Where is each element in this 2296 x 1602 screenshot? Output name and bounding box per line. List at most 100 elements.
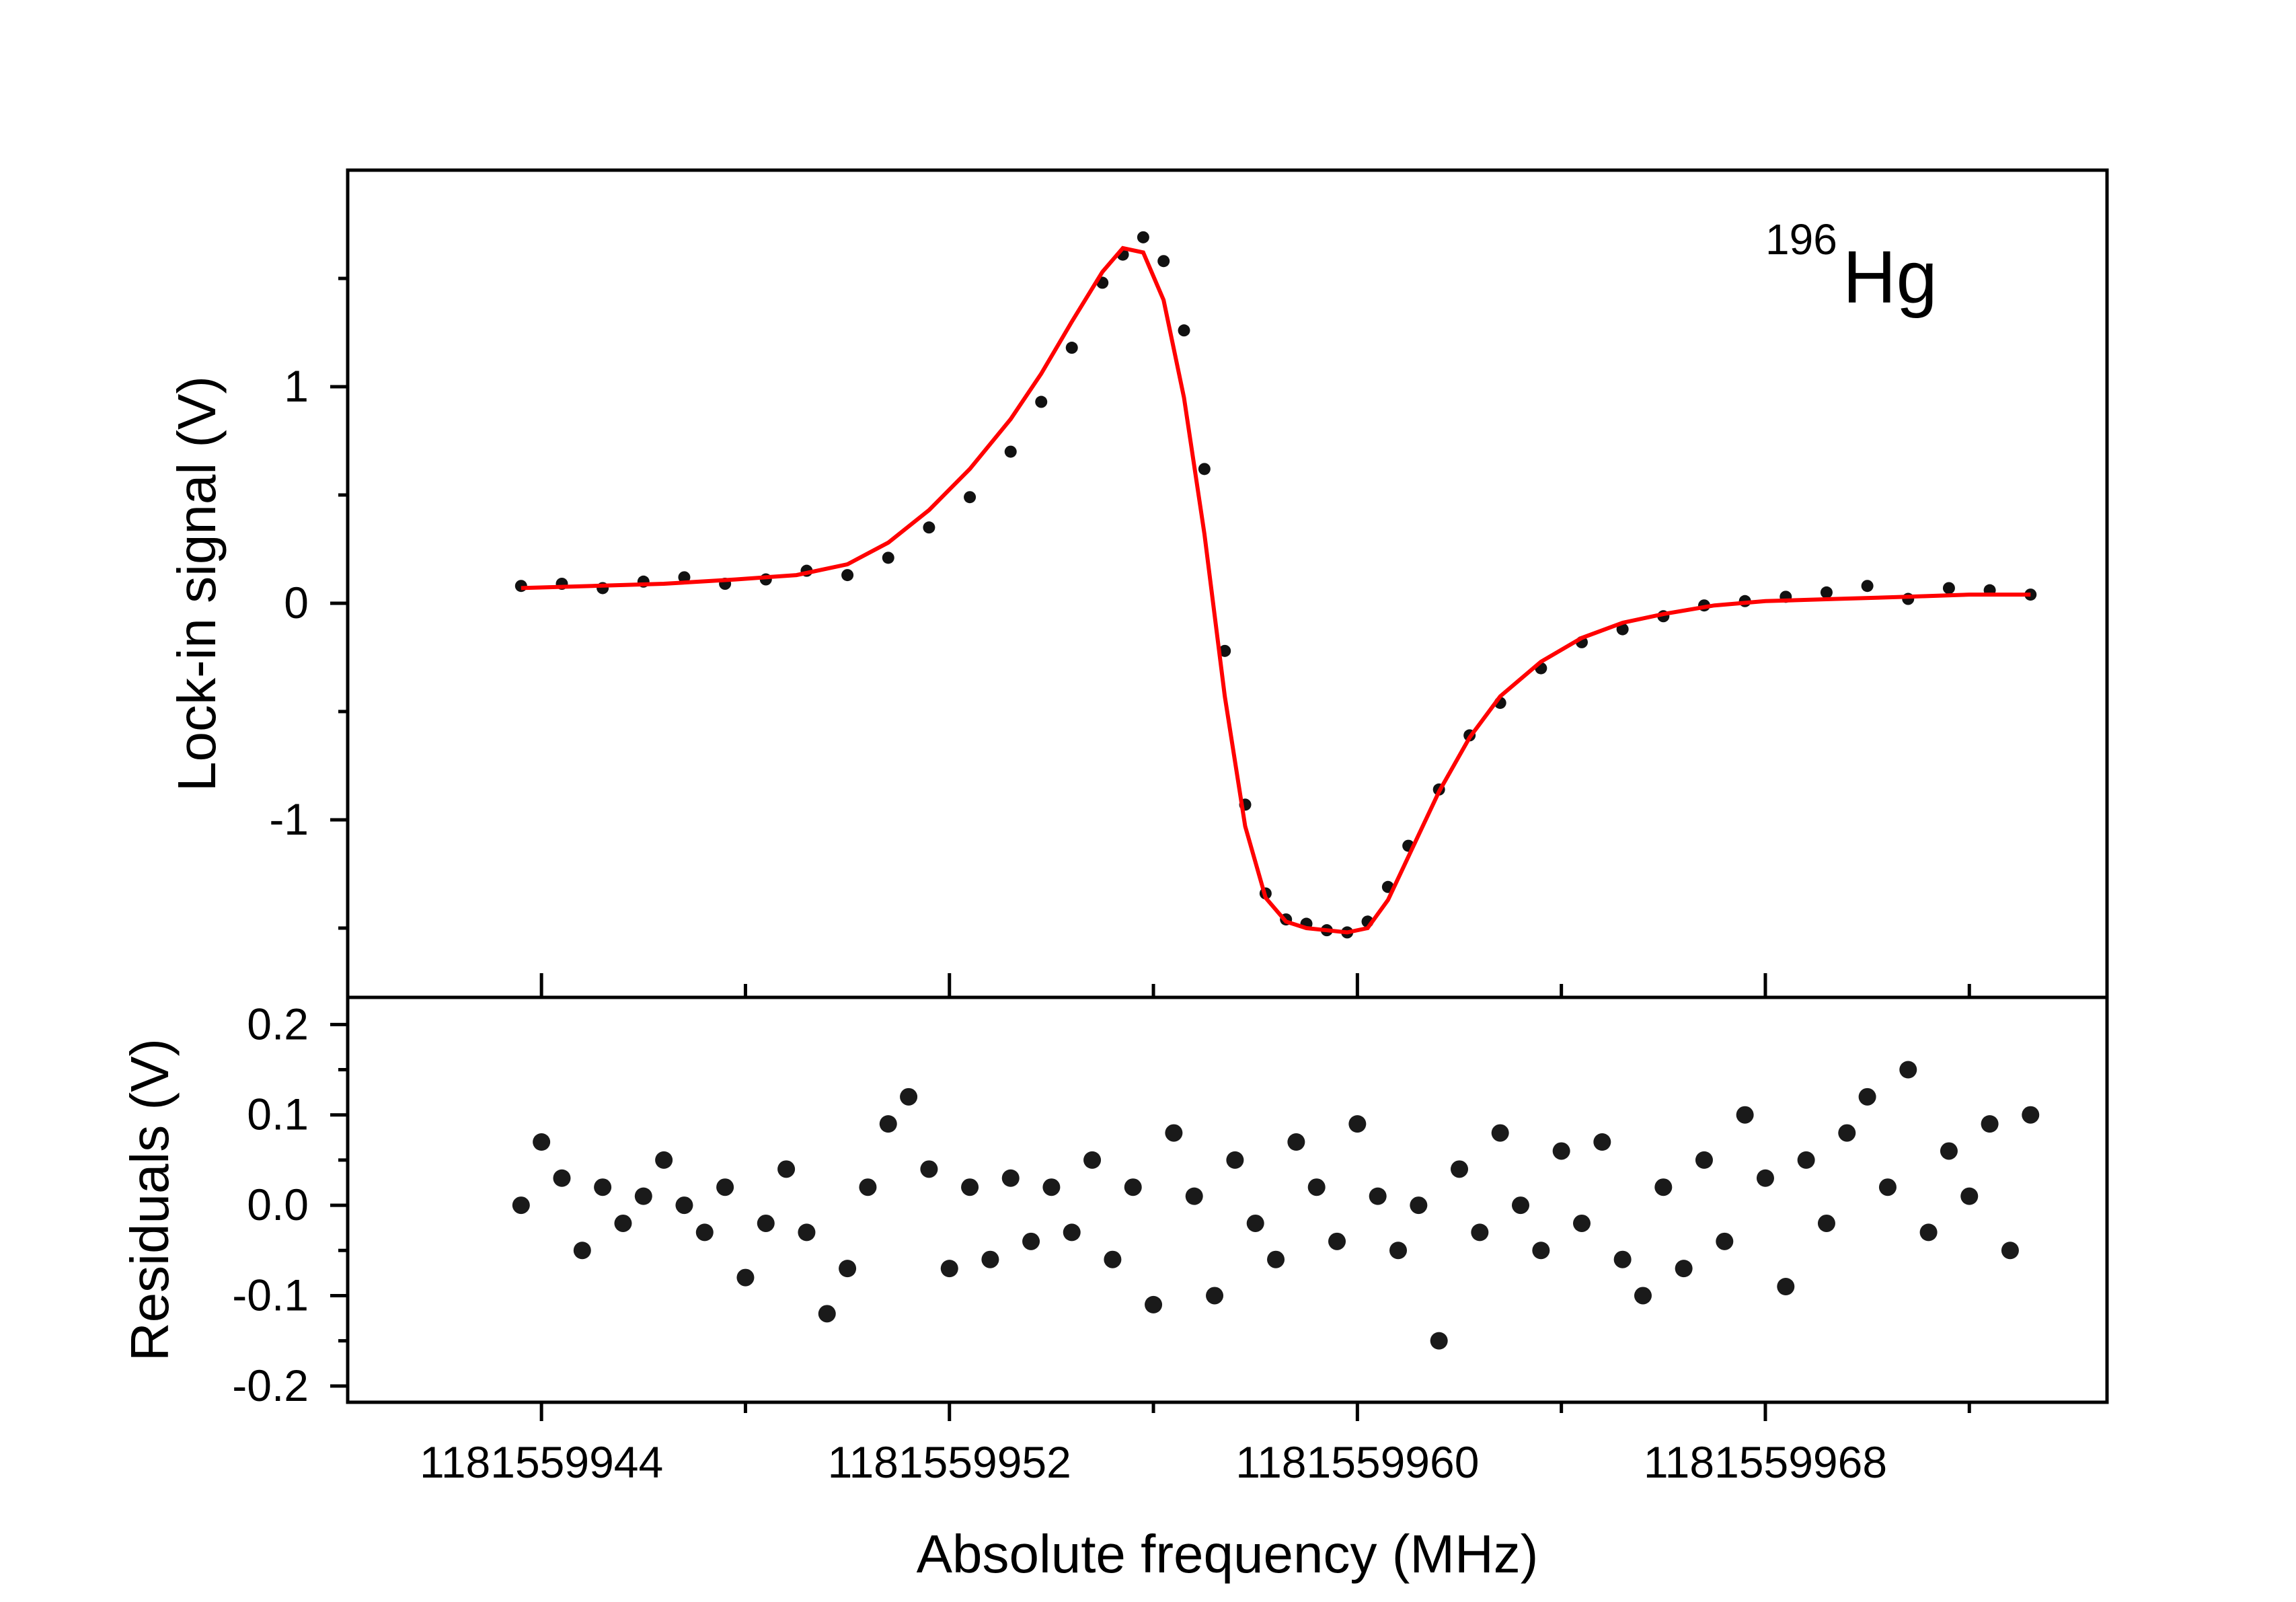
residual-point bbox=[1858, 1088, 1876, 1106]
signal-y-tick-label: -1 bbox=[269, 794, 309, 844]
residual-point bbox=[961, 1178, 979, 1196]
residual-point bbox=[634, 1187, 652, 1205]
residual-point bbox=[920, 1160, 938, 1178]
residual-point bbox=[1307, 1178, 1326, 1196]
residual-point bbox=[818, 1305, 836, 1323]
residual-point bbox=[1022, 1232, 1040, 1250]
signal-data-point bbox=[678, 571, 691, 584]
residual-point bbox=[1777, 1278, 1795, 1295]
x-tick-label: 1181559960 bbox=[1235, 1437, 1479, 1487]
signal-data-point bbox=[1065, 342, 1078, 354]
residual-point bbox=[1471, 1223, 1489, 1242]
residual-point bbox=[1512, 1196, 1529, 1215]
signal-y-axis-title: Lock-in signal (V) bbox=[167, 376, 227, 792]
isotope-symbol: Hg bbox=[1843, 236, 1938, 319]
signal-data-point bbox=[964, 491, 977, 504]
residual-point bbox=[1634, 1287, 1652, 1305]
residual-point bbox=[1797, 1151, 1815, 1169]
residual-point bbox=[940, 1260, 958, 1278]
residual-point bbox=[981, 1250, 999, 1268]
residual-point bbox=[1001, 1169, 1020, 1187]
fit-curve bbox=[521, 245, 2031, 935]
residuals-x-axis: 1181559944 1181559952 1181559960 1181559968 bbox=[420, 1402, 1971, 1487]
isotope-annotation: 196 Hg bbox=[1765, 215, 1938, 319]
residual-point bbox=[1817, 1214, 1835, 1232]
residual-point bbox=[1491, 1124, 1509, 1142]
residual-point bbox=[1389, 1242, 1408, 1260]
residual-point bbox=[879, 1115, 897, 1133]
residual-point bbox=[1328, 1232, 1346, 1250]
signal-data-points bbox=[514, 231, 2037, 939]
residual-point bbox=[1940, 1142, 1958, 1160]
isotope-mass-number: 196 bbox=[1765, 215, 1837, 264]
residual-point bbox=[1736, 1106, 1754, 1124]
residuals-y-tick-label: -0.1 bbox=[232, 1270, 309, 1320]
residual-point bbox=[1919, 1223, 1938, 1242]
residual-point bbox=[655, 1151, 673, 1169]
signal-data-point bbox=[923, 521, 935, 534]
signal-data-point bbox=[1137, 231, 1149, 243]
residual-point bbox=[1369, 1187, 1387, 1205]
residual-point bbox=[1042, 1178, 1061, 1196]
x-tick-label: 1181559944 bbox=[420, 1437, 663, 1487]
residuals-y-tick-label: 0.1 bbox=[247, 1090, 309, 1139]
residuals-y-tick-label: -0.2 bbox=[232, 1361, 309, 1410]
residual-point bbox=[1165, 1124, 1183, 1142]
residuals-panel: 0.20.10.0-0.1-0.2 1181559944 1181559952 11… bbox=[120, 995, 2109, 1584]
residual-point bbox=[1695, 1151, 1713, 1169]
signal-data-point bbox=[1035, 395, 1048, 408]
residual-point bbox=[1613, 1250, 1632, 1268]
residual-point bbox=[2022, 1106, 2040, 1124]
signal-y-tick-label: 1 bbox=[284, 361, 309, 411]
signal-data-point bbox=[1616, 623, 1629, 636]
residual-point bbox=[533, 1133, 551, 1151]
residual-point bbox=[1145, 1295, 1163, 1313]
signal-y-axis: 1 0 -1 bbox=[269, 276, 348, 930]
residual-point bbox=[1430, 1332, 1448, 1350]
signal-data-point bbox=[1157, 255, 1170, 268]
residual-point bbox=[777, 1160, 796, 1178]
residual-point bbox=[573, 1242, 591, 1260]
residual-point bbox=[1124, 1178, 1142, 1196]
residual-point bbox=[2001, 1242, 2019, 1260]
residual-point bbox=[1226, 1151, 1244, 1169]
signal-data-point bbox=[1198, 463, 1211, 475]
residual-point bbox=[1451, 1160, 1469, 1178]
signal-data-point bbox=[1219, 644, 1231, 657]
residual-point bbox=[1654, 1178, 1673, 1196]
residual-data-points bbox=[512, 1061, 2040, 1350]
residual-point bbox=[1981, 1115, 1999, 1133]
residual-point bbox=[839, 1260, 857, 1278]
x-axis-title: Absolute frequency (MHz) bbox=[917, 1524, 1539, 1584]
residual-point bbox=[1246, 1214, 1264, 1232]
residual-point bbox=[675, 1196, 693, 1215]
residual-point bbox=[614, 1214, 632, 1232]
residual-point bbox=[859, 1178, 877, 1196]
residual-point bbox=[1267, 1250, 1285, 1268]
residuals-y-axis: 0.2 0.1 0.0 -0.1 -0.2 bbox=[232, 999, 348, 1410]
residual-point bbox=[1287, 1133, 1305, 1151]
residual-point bbox=[900, 1088, 918, 1106]
signal-x-axis-ticks bbox=[539, 973, 1971, 997]
residual-point bbox=[594, 1178, 612, 1196]
residual-point bbox=[1410, 1196, 1428, 1215]
residual-point bbox=[716, 1178, 734, 1196]
residual-point bbox=[1185, 1187, 1203, 1205]
residual-point bbox=[757, 1214, 775, 1232]
residual-point bbox=[1960, 1187, 1979, 1205]
residual-point bbox=[1675, 1260, 1693, 1278]
residuals-y-tick-label: 0.0 bbox=[247, 1180, 309, 1229]
signal-data-point bbox=[1004, 445, 1017, 458]
signal-data-point bbox=[1178, 324, 1190, 337]
signal-data-point bbox=[1942, 582, 1955, 595]
residual-point bbox=[1206, 1287, 1224, 1305]
signal-data-point bbox=[1820, 586, 1833, 599]
residuals-y-tick-label: 0.2 bbox=[247, 999, 309, 1048]
residual-point bbox=[1593, 1133, 1611, 1151]
residual-point bbox=[553, 1169, 571, 1187]
x-tick-label: 1181559968 bbox=[1644, 1437, 1887, 1487]
residuals-y-axis-title: Residuals (V) bbox=[120, 1038, 180, 1361]
residual-point bbox=[1104, 1250, 1122, 1268]
signal-data-point bbox=[841, 569, 854, 582]
